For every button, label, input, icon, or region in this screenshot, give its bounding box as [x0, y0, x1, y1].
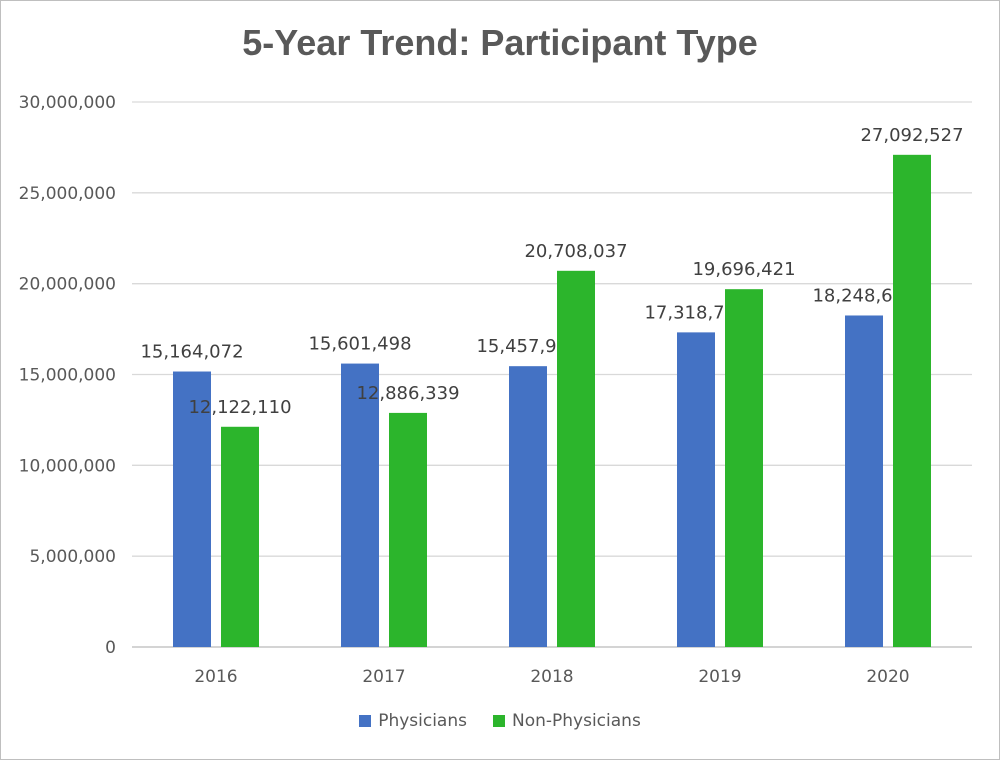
data-label: 15,601,498	[308, 334, 411, 355]
bar-non-physicians	[893, 154, 931, 647]
data-label: 17,318,795	[644, 302, 747, 323]
legend-label-non-physicians: Non-Physicians	[511, 711, 641, 731]
y-tick-label: 15,000,000	[19, 366, 116, 386]
data-label: 12,886,339	[356, 383, 459, 404]
legend: Physicians Non-Physicians	[0, 711, 1000, 731]
y-tick-label: 0	[105, 638, 116, 658]
bar-physicians	[845, 315, 883, 647]
y-tick-label: 25,000,000	[19, 184, 116, 204]
chart-title: 5-Year Trend: Participant Type	[242, 22, 758, 63]
x-tick-label: 2017	[362, 667, 405, 687]
bar-non-physicians	[389, 412, 427, 647]
data-label: 15,457,998	[476, 336, 579, 357]
data-label: 27,092,527	[860, 125, 963, 146]
bar-non-physicians	[557, 270, 595, 647]
y-tick-label: 5,000,000	[29, 547, 116, 567]
data-label: 15,164,072	[140, 342, 243, 363]
bar-physicians	[509, 366, 547, 647]
bar-non-physicians	[725, 289, 763, 647]
legend-swatch-physicians	[359, 715, 372, 727]
x-tick-label: 2019	[698, 667, 741, 687]
y-tick-label: 30,000,000	[19, 93, 116, 113]
data-label: 12,122,110	[188, 397, 291, 418]
y-tick-label: 20,000,000	[19, 275, 116, 295]
data-label: 19,696,421	[692, 259, 795, 280]
x-tick-label: 2018	[530, 667, 573, 687]
x-tick-label: 2020	[866, 667, 909, 687]
bar-physicians	[677, 332, 715, 647]
x-tick-label: 2016	[194, 667, 237, 687]
data-label: 18,248,620	[812, 285, 915, 306]
bar-physicians	[341, 363, 379, 647]
bar-non-physicians	[221, 426, 259, 647]
legend-label-physicians: Physicians	[378, 711, 467, 731]
legend-swatch-non-physicians	[492, 715, 505, 727]
y-tick-label: 10,000,000	[19, 456, 116, 476]
legend-item-physicians: Physicians	[359, 711, 467, 731]
data-label: 20,708,037	[524, 241, 627, 262]
bar-physicians	[173, 371, 211, 647]
legend-item-non-physicians: Non-Physicians	[492, 711, 641, 731]
